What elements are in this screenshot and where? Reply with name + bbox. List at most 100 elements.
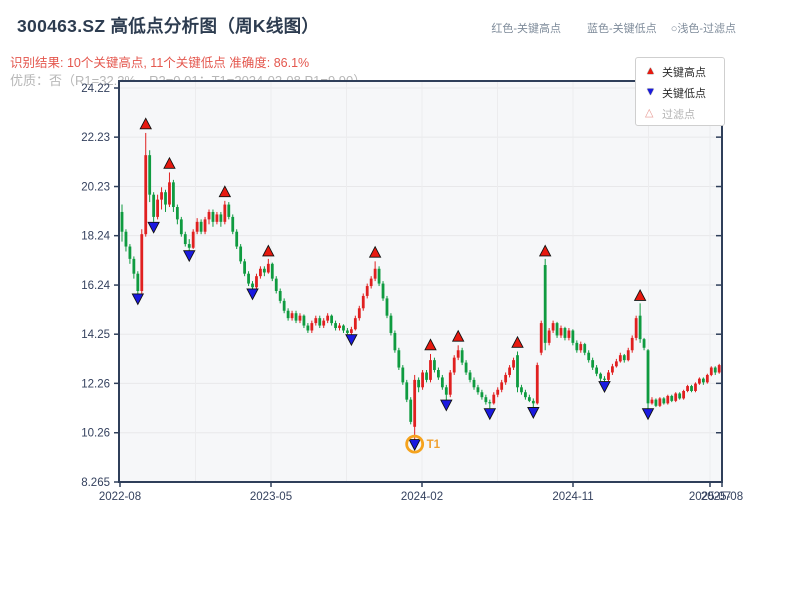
candle-body [247, 273, 250, 284]
legend-item-key-low: ▼ 关键低点 [645, 82, 724, 103]
candle-body [713, 367, 717, 373]
candle-body [614, 361, 618, 367]
key-high-marker [633, 288, 647, 301]
legend-label-low: 关键低点 [662, 87, 706, 100]
key-low-marker [527, 407, 540, 419]
candle-body [642, 339, 646, 348]
candle-body [401, 367, 405, 383]
candle-body [286, 310, 290, 319]
candle-body [559, 328, 563, 336]
color-key-caption: 红色-关键高点 蓝色-关键低点 ○浅色-过滤点 [491, 20, 736, 36]
candle-body [658, 398, 662, 406]
candle-body [520, 387, 523, 393]
candle-body [468, 372, 472, 380]
candle-body [666, 395, 670, 404]
candle-body [622, 355, 626, 361]
candle-body [670, 395, 674, 401]
candle-body [266, 263, 270, 273]
key-high-marker [424, 338, 437, 351]
candle-body [484, 397, 488, 403]
key-low-marker [483, 408, 497, 421]
candle-body [591, 360, 595, 368]
candle-body [698, 378, 701, 384]
key-high-marker [262, 244, 275, 257]
candle-body [306, 325, 310, 331]
candle-body [294, 313, 298, 321]
candle-body [274, 278, 278, 291]
candle-body [203, 219, 207, 232]
candle-body [310, 323, 314, 331]
key-low-marker [641, 408, 655, 421]
candle-body [567, 330, 571, 338]
candle-body [215, 214, 219, 222]
key-high-marker [218, 185, 232, 198]
candle-body [682, 391, 686, 399]
candle-body [373, 268, 377, 279]
candle-body [365, 286, 369, 296]
outline-triangle-icon: △ [645, 107, 654, 119]
candle-body [298, 315, 302, 321]
candle-body [175, 207, 179, 220]
key-low-marker [440, 399, 453, 412]
key-high-marker [451, 329, 465, 342]
candle-body [342, 325, 345, 331]
page-title: 300463.SZ 高低点分析图（周K线图） [17, 16, 320, 36]
y-tick-label: 10.26 [81, 428, 110, 440]
candle-body [705, 374, 709, 383]
candle-body [448, 372, 452, 395]
candle-body [136, 273, 140, 291]
x-tick-label: 2022-08 [99, 491, 141, 503]
candle-body [575, 342, 579, 351]
candle-body [168, 182, 171, 205]
candle-body [496, 389, 500, 395]
candle-body [179, 219, 183, 235]
candle-body [488, 402, 492, 404]
candle-body [227, 204, 231, 217]
candle-body [389, 315, 393, 333]
candle-body [334, 323, 337, 329]
candle-body [531, 400, 535, 404]
candle-body [583, 344, 587, 353]
candle-body [278, 290, 282, 301]
candle-body [433, 360, 436, 371]
kline-chart: 24.22 22.23 20.23 18.24 16.24 14.25 12.26 10.26… [81, 80, 743, 503]
candle-body [251, 283, 254, 288]
candle-body [709, 367, 713, 375]
candle-body [207, 211, 211, 220]
candle-body [599, 373, 602, 379]
candle-body [326, 315, 330, 321]
candle-body [191, 231, 195, 248]
x-tick-label: 2025-08 [701, 491, 743, 503]
t1-label: T1 [427, 439, 441, 451]
candle-body [338, 325, 341, 329]
candle-body [397, 350, 401, 368]
key-low-marker [598, 381, 611, 394]
candle-body [369, 278, 373, 287]
t1-ring [405, 434, 425, 454]
candle-body [405, 382, 409, 400]
plot-frame [118, 80, 723, 483]
recognition-result-text: 识别结果: 10个关键高点, 11个关键低点 准确度: 86.1% [10, 56, 310, 70]
candle-body [318, 318, 322, 326]
candle-body [148, 155, 152, 195]
candle-body [290, 313, 294, 319]
x-tick-label: 2025-07 [689, 491, 731, 503]
candle-body [571, 330, 575, 343]
candle-body [262, 268, 266, 273]
candle-body [440, 377, 444, 388]
legend-label-high: 关键高点 [662, 66, 706, 79]
plot-area [119, 81, 722, 482]
candle-body [156, 199, 159, 217]
candle-body [357, 308, 361, 319]
candle-body [472, 379, 476, 388]
candle-body [219, 214, 223, 222]
candle-body [144, 155, 148, 235]
candle-body [429, 360, 432, 380]
candle-body [361, 295, 365, 309]
candle-body [646, 350, 650, 404]
legend-item-key-high: ▲ 关键高点 [645, 61, 724, 82]
candle-body [124, 231, 128, 247]
y-tick-label: 12.26 [81, 378, 110, 390]
caption-filtered: ○浅色-过滤点 [670, 23, 736, 35]
candle-body [701, 378, 705, 383]
